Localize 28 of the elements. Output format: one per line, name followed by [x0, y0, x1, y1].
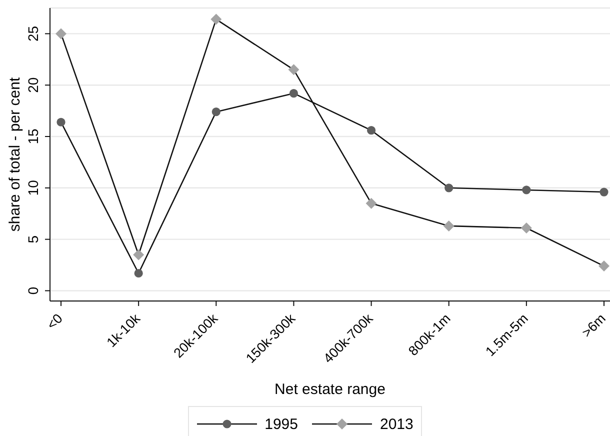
y-tick-label: 5 — [25, 235, 41, 244]
point — [133, 249, 144, 260]
y-axis-title: share of total - per cent — [6, 76, 24, 232]
point — [366, 198, 377, 209]
point — [56, 118, 66, 126]
point — [366, 126, 376, 135]
y-tick-label: 10 — [25, 180, 41, 196]
point — [443, 220, 454, 232]
point — [289, 89, 298, 98]
legend-label: 1995 — [264, 416, 298, 432]
point — [520, 222, 532, 234]
point — [212, 108, 220, 116]
y-tick-label: 15 — [25, 128, 41, 144]
point — [522, 186, 531, 194]
x-tick-label: <0 — [44, 310, 66, 332]
y-tick-label: 25 — [25, 26, 41, 42]
y-tick-label: 0 — [25, 286, 41, 295]
point — [600, 188, 608, 196]
x-axis-title: Net estate range — [274, 381, 386, 398]
point — [134, 268, 143, 278]
point — [56, 28, 66, 40]
x-tick-label: >6m — [579, 310, 608, 340]
point — [288, 64, 300, 76]
point — [598, 260, 610, 272]
point — [444, 184, 454, 192]
legend-label: 2013 — [380, 416, 414, 432]
point — [210, 14, 222, 25]
y-tick-label: 20 — [25, 77, 41, 93]
